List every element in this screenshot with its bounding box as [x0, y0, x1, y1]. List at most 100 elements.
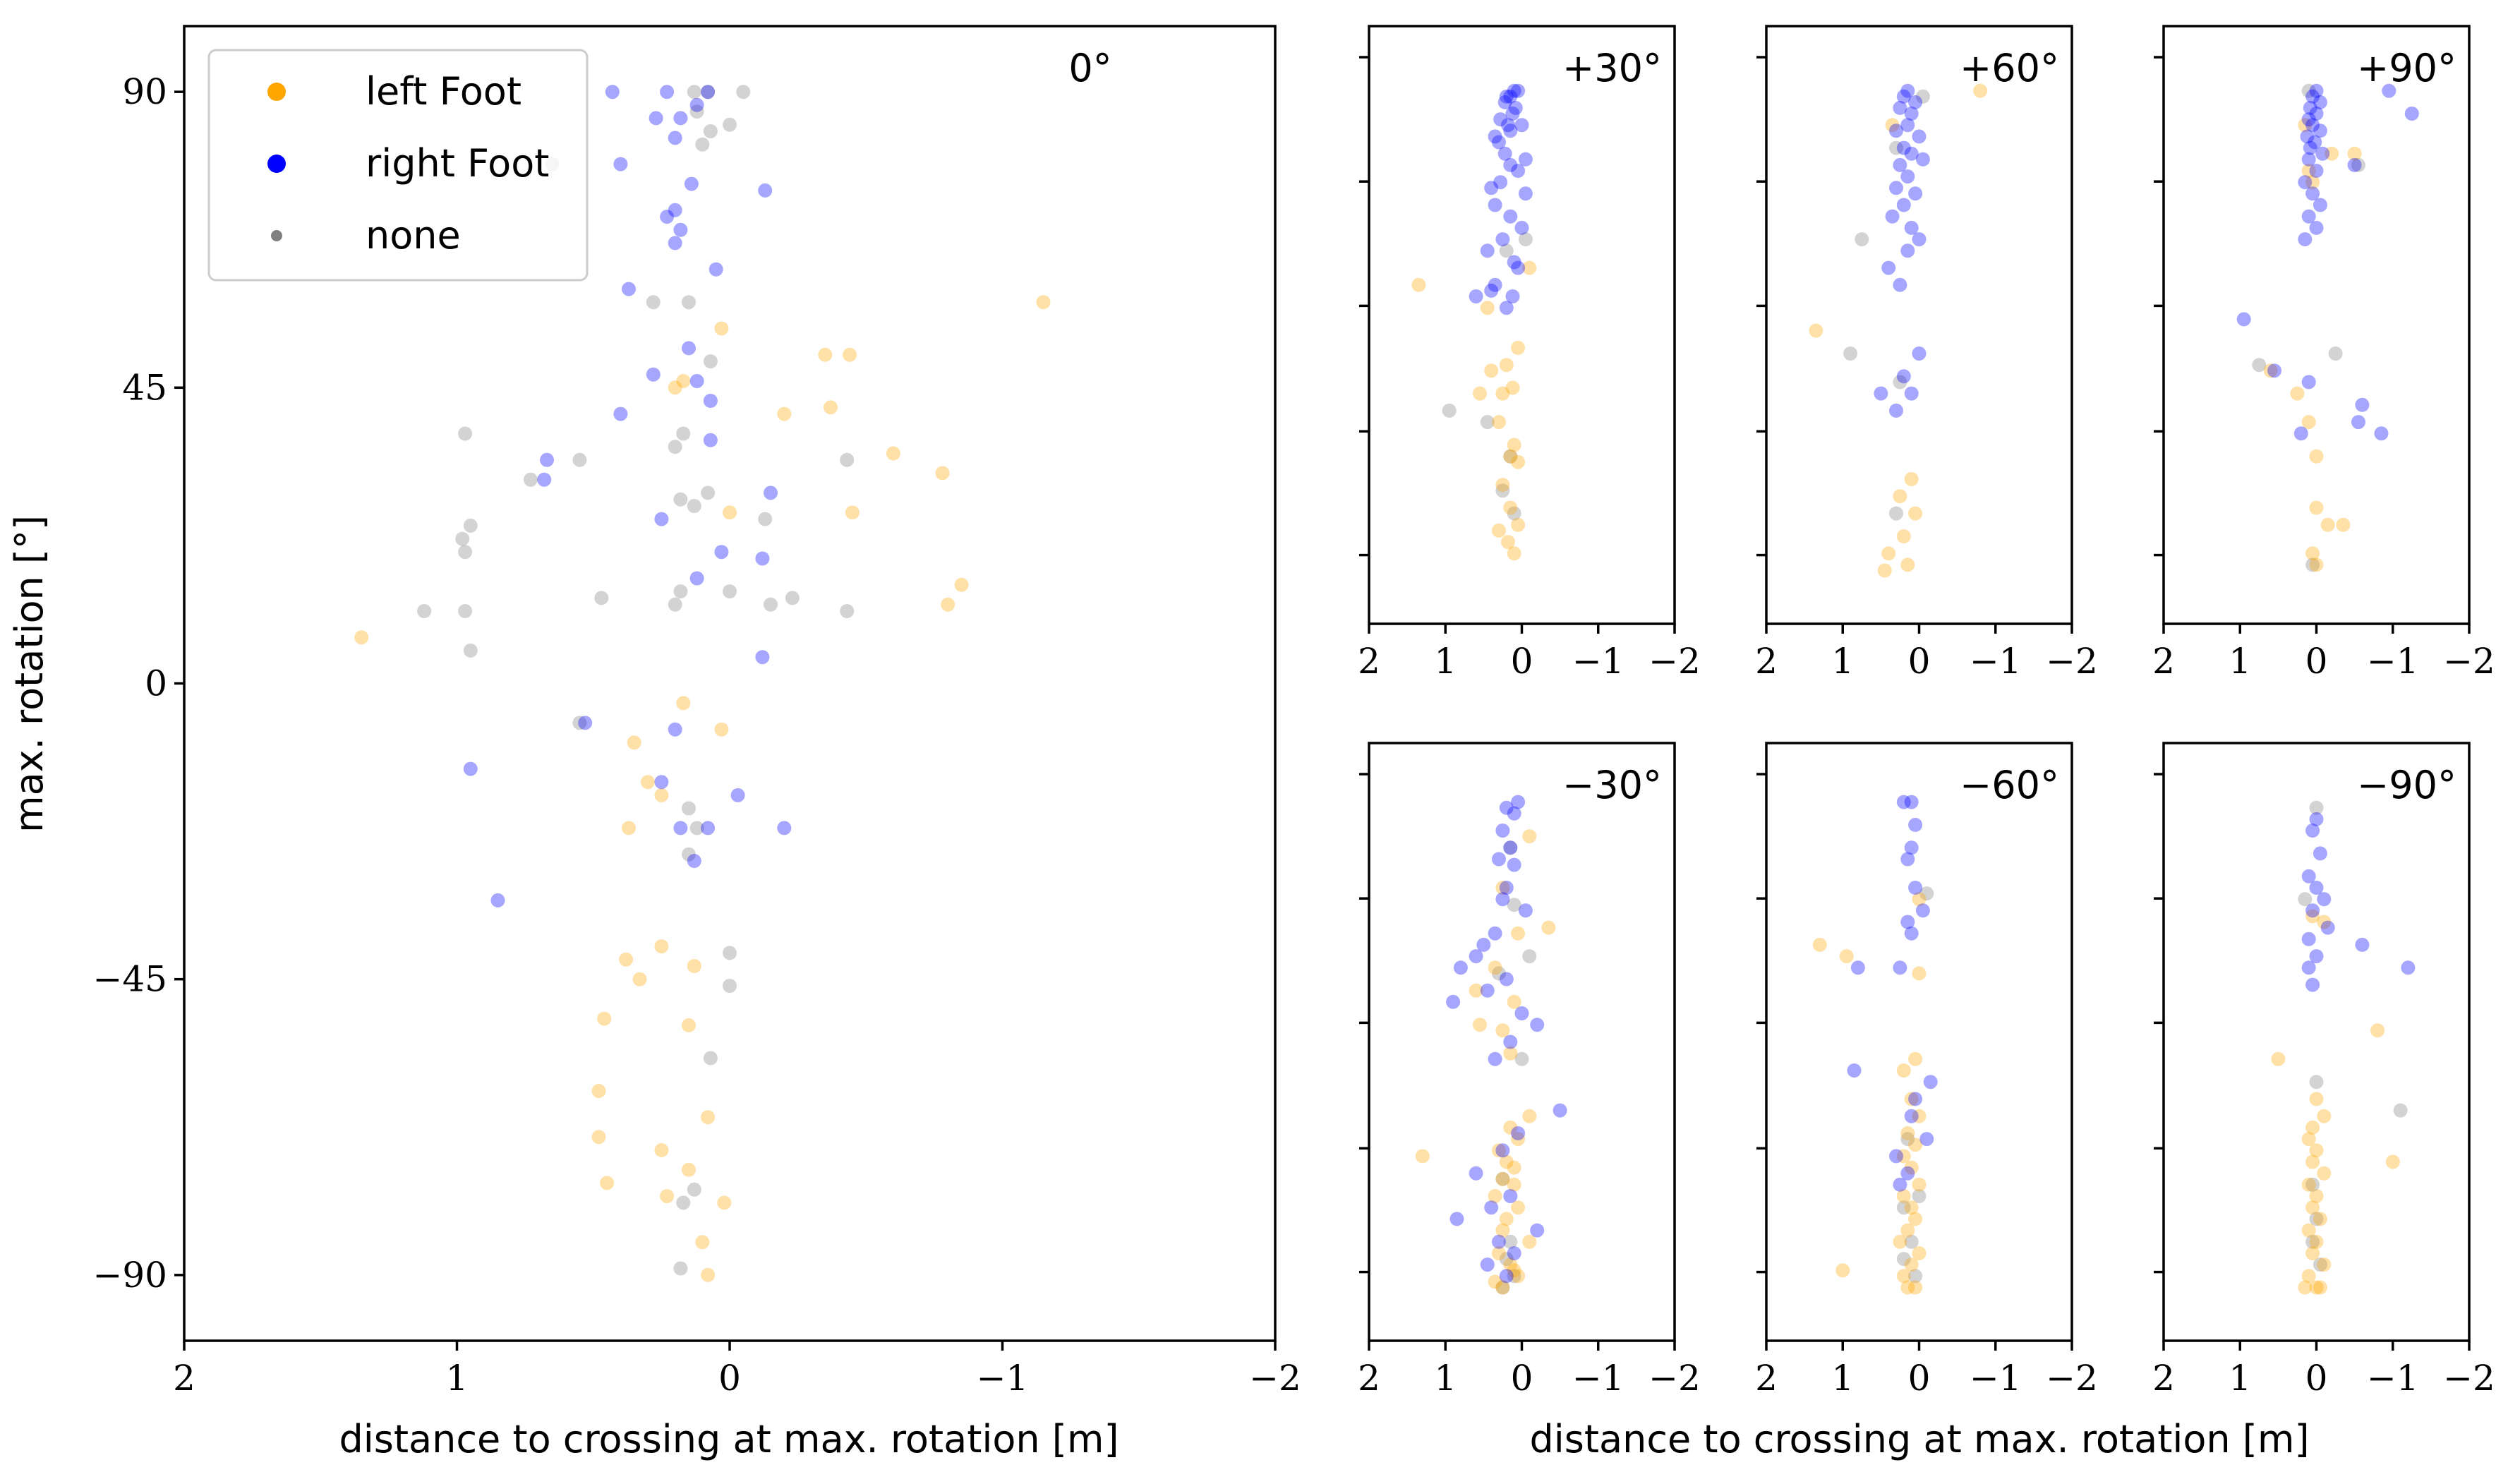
point-right-foot: [1508, 100, 1523, 115]
point-right-foot: [668, 131, 682, 145]
point-left-foot: [1503, 1046, 1518, 1061]
point-right-foot: [613, 157, 628, 171]
point-none: [594, 591, 609, 605]
points-3: [2236, 83, 2419, 572]
point-left-foot: [714, 722, 729, 737]
point-left-foot: [941, 597, 955, 612]
point-left-foot: [2298, 118, 2313, 133]
point-none: [1896, 1252, 1911, 1267]
point-left-foot: [2305, 1200, 2320, 1215]
point-none: [1518, 232, 1533, 247]
point-right-foot: [622, 282, 636, 296]
point-left-foot: [1904, 1257, 1919, 1272]
point-right-foot: [1896, 369, 1911, 384]
point-right-foot: [1495, 232, 1510, 247]
point-right-foot: [2301, 152, 2316, 167]
point-right-foot: [1518, 152, 1533, 167]
point-left-foot: [1839, 949, 1854, 964]
point-right-foot: [2315, 146, 2330, 161]
point-right-foot: [1896, 198, 1911, 212]
point-right-foot: [613, 406, 628, 421]
point-left-foot: [1896, 1149, 1911, 1164]
point-none: [523, 472, 538, 487]
point-right-foot: [2301, 375, 2316, 390]
point-left-foot: [600, 1176, 615, 1190]
point-right-foot: [755, 551, 770, 566]
point-left-foot: [717, 1195, 732, 1210]
point-none: [1912, 1189, 1927, 1203]
point-none: [695, 137, 710, 152]
point-left-foot: [687, 959, 701, 973]
point-none: [2309, 1212, 2324, 1226]
point-left-foot: [1912, 966, 1927, 981]
point-left-foot: [2317, 1109, 2332, 1123]
point-left-foot: [1908, 1138, 1923, 1152]
point-right-foot: [1488, 1051, 1502, 1066]
point-right-foot: [689, 571, 704, 586]
point-left-foot: [954, 577, 969, 592]
y-tick-label: −45: [92, 959, 167, 1000]
x-tick-label: 1: [1831, 641, 1854, 682]
point-none: [1507, 1269, 1521, 1284]
point-right-foot: [703, 433, 718, 447]
point-none: [758, 512, 773, 526]
point-left-foot: [2309, 1143, 2324, 1158]
point-right-foot: [1507, 255, 1521, 270]
point-none: [723, 946, 737, 960]
point-right-foot: [1511, 795, 1526, 809]
point-right-foot: [2298, 232, 2313, 247]
point-left-foot: [2317, 1257, 2332, 1272]
point-right-foot: [1885, 209, 1900, 224]
point-left-foot: [654, 1142, 669, 1157]
point-left-foot: [1511, 1200, 1526, 1215]
point-right-foot: [1507, 1246, 1521, 1260]
point-none: [1889, 140, 1903, 155]
point-left-foot: [1904, 1200, 1919, 1215]
point-right-foot: [2309, 812, 2324, 826]
point-left-foot: [1036, 295, 1051, 310]
point-none: [676, 426, 691, 441]
point-right-foot: [1896, 140, 1911, 155]
point-right-foot: [2309, 83, 2324, 98]
point-right-foot: [2382, 83, 2397, 98]
point-left-foot: [1893, 1234, 1907, 1249]
panel-title: +90°: [2357, 46, 2456, 90]
point-right-foot: [2305, 89, 2320, 104]
point-right-foot: [730, 788, 745, 802]
point-right-foot: [2267, 363, 2281, 378]
point-none: [1896, 1200, 1911, 1215]
point-left-foot: [1507, 994, 1521, 1009]
point-right-foot: [2305, 903, 2320, 918]
point-left-foot: [654, 788, 669, 802]
panel-3: 2 1 0 −1 −2 +90°: [2152, 25, 2495, 682]
point-right-foot: [668, 203, 682, 217]
point-left-foot: [1904, 1160, 1919, 1175]
point-left-foot: [2317, 915, 2332, 929]
x-tick-label: 0: [2305, 1358, 2328, 1399]
point-left-foot: [1488, 1274, 1502, 1289]
legend-marker: [271, 230, 282, 241]
point-left-foot: [1495, 1280, 1510, 1295]
point-right-foot: [1904, 386, 1919, 401]
point-none: [840, 604, 855, 618]
point-right-foot: [2305, 977, 2320, 992]
panel-title: +30°: [1562, 46, 1662, 90]
point-left-foot: [1511, 926, 1526, 941]
point-left-foot: [1499, 358, 1514, 373]
point-left-foot: [2305, 1246, 2320, 1260]
point-right-foot: [673, 111, 688, 126]
point-right-foot: [1488, 198, 1502, 212]
point-right-foot: [1484, 1200, 1499, 1215]
point-right-foot: [1850, 960, 1865, 975]
point-none: [1503, 840, 1518, 855]
points-1: [1411, 83, 1537, 561]
point-none: [2393, 1103, 2408, 1118]
point-right-foot: [2300, 129, 2315, 144]
point-left-foot: [1511, 454, 1526, 469]
point-left-foot: [1896, 529, 1911, 543]
point-left-foot: [714, 321, 729, 336]
point-none: [1499, 1252, 1514, 1267]
point-right-foot: [1507, 806, 1521, 821]
point-right-foot: [689, 97, 704, 112]
point-right-foot: [1503, 123, 1518, 138]
